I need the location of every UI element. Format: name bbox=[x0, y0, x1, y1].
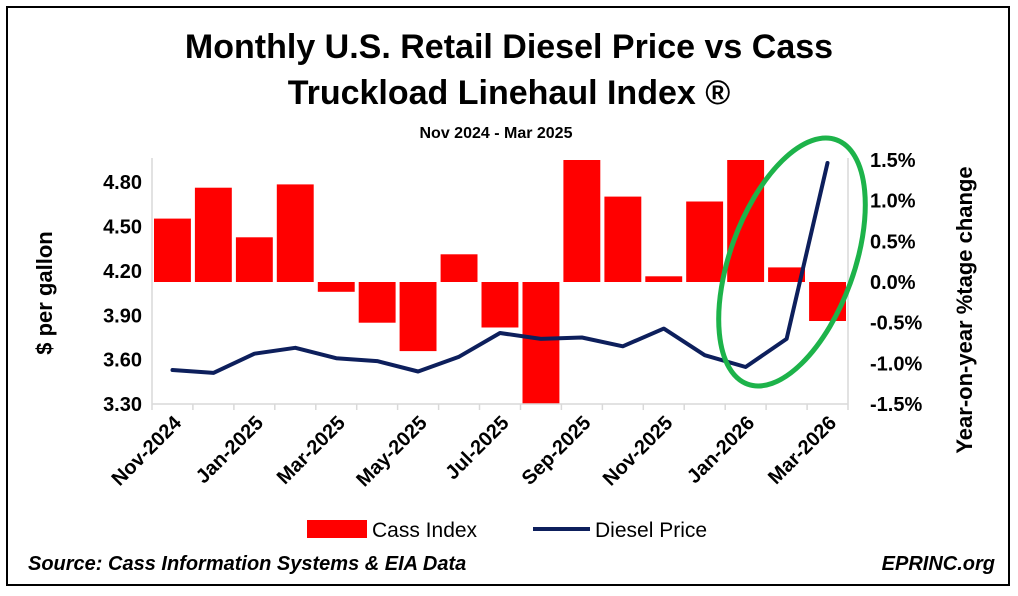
y-tick-left: 4.50 bbox=[103, 217, 142, 239]
chart-title-line1: Monthly U.S. Retail Diesel Price vs Cass bbox=[185, 28, 833, 66]
bar-oct-2025 bbox=[604, 196, 642, 282]
x-tick-label: Mar-2025 bbox=[273, 412, 350, 489]
bar-mar-2025 bbox=[317, 282, 355, 292]
bar-feb-2025 bbox=[276, 184, 314, 282]
x-tick-label: May-2025 bbox=[352, 412, 431, 491]
bar-sep-2025 bbox=[563, 160, 601, 282]
y-tick-left: 4.20 bbox=[103, 261, 142, 283]
bar-feb-2026 bbox=[768, 267, 805, 282]
y-tick-right: -1.0% bbox=[870, 353, 922, 375]
y-tick-left: 4.80 bbox=[103, 172, 142, 194]
bar-apr-2025 bbox=[358, 282, 396, 323]
y-tick-right: -0.5% bbox=[870, 313, 922, 335]
chart-title-line2: Truckload Linehaul Index ® bbox=[288, 74, 731, 112]
source-note: Source: Cass Information Systems & EIA D… bbox=[28, 553, 466, 575]
y-tick-right: 1.5% bbox=[870, 150, 916, 172]
y-tick-right: 1.0% bbox=[870, 191, 916, 213]
bar-mar-2026 bbox=[809, 282, 846, 321]
x-tick-label: Mar-2026 bbox=[764, 412, 841, 489]
bar-dec-2025 bbox=[686, 201, 724, 282]
x-tick-label: Nov-2024 bbox=[108, 411, 187, 490]
y-axis-right-title: Year-on-year %tage change bbox=[952, 166, 977, 453]
annotation-ellipse bbox=[716, 135, 868, 389]
x-tick-label: Jul-2025 bbox=[441, 412, 513, 484]
bar-may-2025 bbox=[399, 282, 437, 352]
chart-subtitle: Nov 2024 - Mar 2025 bbox=[420, 125, 573, 142]
legend: Cass Index Diesel Price bbox=[307, 519, 707, 542]
diesel-price-line bbox=[170, 161, 830, 375]
x-tick-label: Jan-2026 bbox=[683, 412, 759, 488]
bars-layer bbox=[154, 160, 846, 404]
y-axis-left-title: $ per gallon bbox=[32, 231, 57, 354]
legend-swatch-cass-index bbox=[307, 520, 367, 538]
legend-label-diesel-price: Diesel Price bbox=[595, 519, 707, 542]
bar-jul-2025 bbox=[481, 282, 519, 328]
y-tick-right: 0.0% bbox=[870, 272, 916, 294]
line-layer bbox=[170, 161, 830, 375]
legend-label-cass-index: Cass Index bbox=[372, 519, 478, 542]
bar-jun-2025 bbox=[440, 254, 478, 282]
y-tick-left: 3.90 bbox=[103, 305, 142, 327]
axes-layer bbox=[151, 158, 849, 410]
bar-jan-2025 bbox=[235, 237, 273, 282]
x-tick-label: Sep-2025 bbox=[518, 412, 596, 490]
y-tick-right: -1.5% bbox=[870, 394, 922, 416]
bar-dec-2024 bbox=[194, 187, 232, 282]
bar-nov-2025 bbox=[645, 276, 683, 282]
y-tick-left: 3.30 bbox=[103, 394, 142, 416]
x-tick-label: Jan-2025 bbox=[192, 412, 268, 488]
y-tick-left: 3.60 bbox=[103, 350, 142, 372]
y-tick-right: 0.5% bbox=[870, 231, 916, 253]
bar-aug-2025 bbox=[522, 282, 560, 404]
bar-nov-2024 bbox=[154, 218, 191, 282]
bar-jan-2026 bbox=[727, 160, 765, 282]
x-tick-label: Nov-2025 bbox=[599, 412, 677, 490]
brand-label: EPRINC.org bbox=[882, 553, 995, 575]
